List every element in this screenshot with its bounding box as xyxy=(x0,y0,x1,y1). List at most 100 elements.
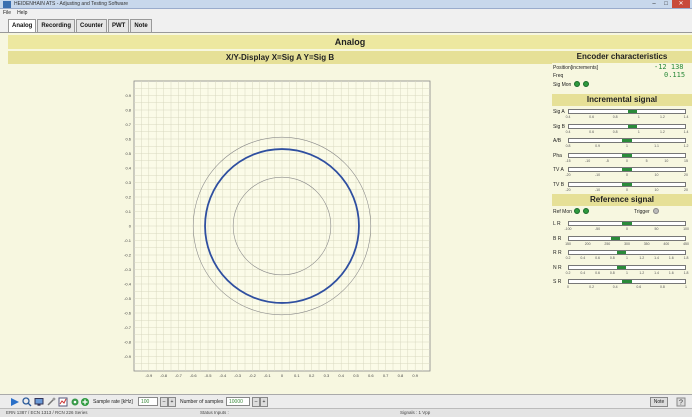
freq-value: 0.115 xyxy=(664,71,686,79)
incremental-tick-label: 20 xyxy=(684,173,688,177)
x-tick-label: -0.1 xyxy=(264,373,272,378)
tab-counter[interactable]: Counter xyxy=(76,19,108,32)
incremental-tick-label: 1 xyxy=(626,144,628,148)
samples-up-button[interactable]: + xyxy=(260,397,268,407)
incremental-tick-label: 0.8 xyxy=(612,129,618,134)
reference-tick-label: 0.4 xyxy=(580,270,586,275)
reference-tick-label: 350 xyxy=(643,241,650,246)
reference-circle xyxy=(192,136,372,316)
reference-tick-label: 1.6 xyxy=(668,256,674,260)
y-tick-label: -0.8 xyxy=(124,340,132,345)
incremental-title: Incremental signal xyxy=(552,94,692,106)
reference-tick-label: 0.2 xyxy=(565,270,571,275)
svg-text:?: ? xyxy=(679,400,683,407)
play-icon[interactable] xyxy=(10,397,20,407)
maximize-button[interactable]: □ xyxy=(664,1,668,7)
y-tick-label: 0.2 xyxy=(125,195,131,200)
incremental-tick-label: -20 xyxy=(565,173,571,177)
x-tick-label: 0.2 xyxy=(309,373,315,378)
incremental-tick-label: -10 xyxy=(594,187,601,192)
incremental-fill xyxy=(622,168,632,171)
reference-bar xyxy=(568,250,686,255)
y-tick-label: -0.3 xyxy=(124,267,132,272)
incremental-tick-label: 0.9 xyxy=(595,144,600,148)
reference-title: Reference signal xyxy=(552,194,692,206)
y-tick-label: 0.5 xyxy=(125,151,131,156)
incremental-tick-label: -15 xyxy=(565,158,571,163)
reference-fill xyxy=(616,265,626,269)
tab-recording[interactable]: Recording xyxy=(37,19,76,32)
y-tick-label: -0.4 xyxy=(124,282,132,287)
position-label: Position[increments] xyxy=(553,65,599,71)
tab-analog[interactable]: Analog xyxy=(8,19,37,32)
reference-bar xyxy=(568,221,686,226)
sample-rate-up-button[interactable]: + xyxy=(168,397,176,407)
add-icon[interactable] xyxy=(80,397,90,407)
reference-bar xyxy=(568,264,686,270)
minimize-button[interactable]: – xyxy=(652,1,656,7)
signal-circle xyxy=(204,148,360,304)
reference-tick-label: 200 xyxy=(584,241,591,246)
x-tick-label: 0.8 xyxy=(398,373,404,378)
sample-rate-input[interactable]: 100 xyxy=(138,397,158,406)
reference-label: R R xyxy=(553,250,562,256)
reference-tick-label: 1 xyxy=(626,270,628,275)
samples-down-button[interactable]: – xyxy=(252,397,260,407)
menu-bar: File Help xyxy=(0,9,692,17)
y-tick-label: 0.4 xyxy=(125,166,131,171)
incremental-bar xyxy=(568,181,686,187)
position-value: -12 138 xyxy=(654,63,684,71)
reference-ticks: 0.2 0.4 0.6 0.8 1 1.2 1.4 1.6 1.8 xyxy=(566,256,689,261)
y-tick-label: -0.5 xyxy=(124,296,132,301)
x-tick-label: 0.7 xyxy=(383,373,389,378)
reference-tick-label: 1.2 xyxy=(639,270,645,275)
sample-rate-down-button[interactable]: – xyxy=(160,397,168,407)
help-icon[interactable]: ? xyxy=(676,397,686,407)
note-button[interactable]: Note xyxy=(650,397,668,407)
x-tick-label: 0.5 xyxy=(353,373,359,378)
tools-icon[interactable] xyxy=(46,397,56,407)
reference-label: B R xyxy=(553,235,562,242)
chart-icon[interactable] xyxy=(58,397,68,407)
reference-tick-label: -100 xyxy=(564,227,572,231)
tab-note[interactable]: Note xyxy=(130,19,152,32)
status-signals: Signals : 1 Vpp xyxy=(400,410,431,415)
incremental-ticks: -20 -10 0 10 20 xyxy=(565,187,687,193)
incremental-fill xyxy=(622,153,632,157)
reference-tick-label: 0.4 xyxy=(580,256,586,260)
reference-fill xyxy=(616,251,626,254)
reference-tick-label: 400 xyxy=(663,241,670,246)
bottom-toolbar: Sample rate [kHz] 100 – + Number of samp… xyxy=(0,394,692,408)
reference-tick-label: 250 xyxy=(604,241,611,246)
reference-label: L R xyxy=(553,221,561,227)
y-tick-label: 0 xyxy=(129,224,132,229)
reference-tick-label: 0 xyxy=(567,285,569,289)
y-tick-label: 0.1 xyxy=(125,209,131,214)
page-title: Analog xyxy=(8,35,692,49)
close-button[interactable]: ✕ xyxy=(672,0,690,8)
incremental-ticks: 0.4 0.6 0.8 1 1.2 1.4 xyxy=(565,129,689,135)
samples-input[interactable]: 10000 xyxy=(226,397,250,406)
x-tick-label: -0.7 xyxy=(175,373,183,378)
monitor-icon[interactable] xyxy=(34,397,44,407)
search-icon[interactable] xyxy=(22,397,32,407)
menu-help[interactable]: Help xyxy=(17,10,28,16)
trigger-led[interactable] xyxy=(653,208,659,214)
window-title: HEIDENHAIN ATS - Adjusting and Testing S… xyxy=(14,1,129,7)
incremental-tick-label: 0.6 xyxy=(589,115,595,119)
incremental-tick-label: 5 xyxy=(645,158,648,163)
reference-tick-label: 1.4 xyxy=(654,270,659,275)
incremental-label: A/B xyxy=(553,138,562,144)
incremental-tick-label: 0.6 xyxy=(589,129,595,134)
sigmon-led-1 xyxy=(574,81,580,87)
incremental-tick-label: 0.4 xyxy=(565,115,571,119)
settings-icon[interactable] xyxy=(70,397,80,407)
y-tick-label: -0.1 xyxy=(124,238,132,243)
incremental-tick-label: 0.8 xyxy=(565,144,571,148)
incremental-tick-label: 1.4 xyxy=(683,129,689,134)
x-tick-label: -0.3 xyxy=(234,373,242,378)
y-tick-label: -0.7 xyxy=(124,325,132,330)
tab-pwt[interactable]: PWT xyxy=(108,19,130,32)
menu-file[interactable]: File xyxy=(3,10,12,16)
incremental-tick-label: 0.4 xyxy=(565,129,571,134)
